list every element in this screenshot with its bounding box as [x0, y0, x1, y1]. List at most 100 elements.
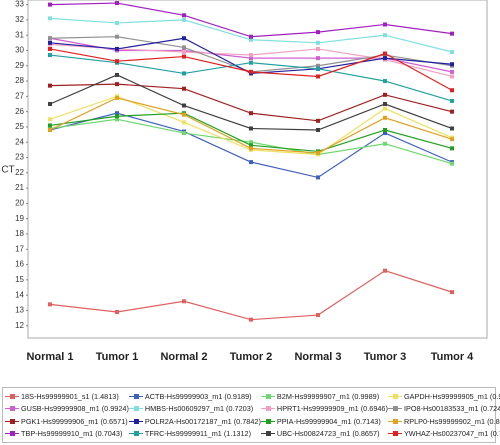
data-point — [115, 34, 119, 39]
y-tick-label: 21 — [15, 183, 24, 192]
data-point — [182, 120, 186, 125]
legend-item: IPO8-Hs00183533_m1 (0.7245) — [387, 404, 500, 414]
data-point — [249, 143, 253, 148]
x-tick-label: Tumor 4 — [430, 351, 474, 363]
data-point — [383, 33, 387, 38]
legend-label: 18S-Hs99999901_s1 (1.4813) — [21, 392, 119, 402]
y-tick-label: 13 — [15, 306, 24, 315]
x-tick-label: Tumor 2 — [229, 351, 273, 363]
legend: 18S-Hs99999901_s1 (1.4813) ACTB-Hs9999990… — [2, 387, 500, 443]
data-point — [249, 160, 253, 165]
legend-label: TFRC-Hs99999911_m1 (1.1312) — [144, 428, 252, 438]
legend-item: GAPDH-Hs99999905_m1 (0.9663) — [387, 392, 500, 402]
y-tick-label: 32 — [15, 15, 24, 24]
legend-label: GUSB-Hs99999908_m1 (0.9924) — [21, 404, 129, 414]
x-tick-label: Normal 2 — [160, 351, 208, 363]
data-point — [182, 86, 186, 91]
data-point — [383, 102, 387, 106]
data-point — [48, 53, 52, 58]
data-point — [249, 60, 253, 65]
y-tick-label: 30 — [15, 46, 24, 55]
legend-marker — [265, 394, 271, 400]
data-point — [249, 53, 253, 58]
y-tick-label: 24 — [15, 137, 24, 146]
legend-label: YWHAZ-Hs00237047_m1 (0.7817) — [403, 428, 500, 438]
data-point — [450, 62, 454, 67]
y-tick-label: 29 — [15, 61, 24, 70]
data-point — [249, 56, 253, 61]
data-point — [249, 140, 253, 145]
data-point — [450, 290, 454, 295]
legend-item: TBP-Hs99999910_m1 (0.7043) — [5, 429, 129, 438]
data-point — [249, 34, 253, 39]
legend-swatch — [387, 393, 402, 400]
legend-item: HPRT1-Hs99999909_m1 (0.6946) — [260, 404, 388, 413]
y-tick-label: 22 — [15, 168, 24, 177]
data-point — [182, 13, 186, 18]
legend-marker — [133, 430, 139, 436]
legend-marker — [392, 406, 398, 412]
legend-swatch — [260, 393, 275, 400]
data-point — [383, 51, 387, 56]
data-point — [48, 2, 52, 7]
legend-marker — [133, 418, 139, 424]
y-tick-label: 28 — [15, 76, 24, 85]
y-tick-label: 26 — [15, 107, 24, 116]
legend-swatch — [260, 418, 275, 425]
legend-label: HMBS-Hs00609297_m1 (0.7203) — [144, 404, 254, 414]
legend-label: IPO8-Hs00183533_m1 (0.7245) — [403, 404, 500, 414]
legend-label: B2M-Hs99999907_m1 (0.9989) — [276, 392, 380, 402]
data-point — [182, 131, 186, 136]
data-point — [316, 30, 320, 35]
legend-item: 18S-Hs99999901_s1 (1.4813) — [5, 392, 129, 401]
legend-swatch — [387, 430, 402, 437]
data-point — [115, 72, 119, 77]
legend-marker — [392, 394, 398, 400]
data-point — [115, 82, 119, 87]
legend-item: RPLP0-Hs99999902_m1 (0.8899) — [387, 417, 500, 426]
legend-swatch — [5, 430, 19, 437]
legend-marker — [10, 418, 15, 424]
data-point — [48, 123, 52, 128]
y-tick-label: 23 — [15, 153, 24, 162]
data-point — [450, 161, 454, 166]
data-point — [115, 310, 119, 314]
data-point — [450, 109, 454, 114]
data-point — [383, 106, 387, 111]
legend-marker — [265, 406, 271, 412]
y-tick-label: 31 — [15, 30, 24, 39]
y-tick-label: 33 — [15, 0, 24, 9]
data-point — [182, 103, 186, 108]
data-point — [316, 63, 320, 68]
legend-label: GAPDH-Hs99999905_m1 (0.9663) — [403, 392, 500, 402]
data-point — [450, 137, 454, 142]
legend-label: TBP-Hs99999910_m1 (0.7043) — [21, 428, 123, 438]
data-point — [316, 118, 320, 123]
data-point — [249, 317, 253, 322]
legend-item: UBC-Hs00824723_m1 (0.8657) — [260, 428, 388, 438]
data-point — [182, 36, 186, 41]
legend-item: PPIA-Hs99999904_m1 (0.7143) — [260, 417, 388, 426]
y-tick-label: 18 — [15, 229, 24, 238]
data-point — [48, 83, 52, 88]
data-point — [48, 16, 52, 21]
legend-marker — [10, 430, 15, 436]
legend-item: YWHAZ-Hs00237047_m1 (0.7817) — [387, 428, 500, 438]
legend-swatch — [128, 430, 143, 437]
legend-swatch — [128, 418, 143, 425]
legend-label: ACTB-Hs99999903_m1 (0.9189) — [144, 392, 252, 402]
legend-item: GUSB-Hs99999908_m1 (0.9924) — [5, 404, 129, 413]
data-point — [316, 46, 320, 51]
data-point — [383, 92, 387, 97]
data-point — [316, 313, 320, 318]
legend-item: HMBS-Hs00609297_m1 (0.7203) — [128, 404, 261, 414]
data-point — [115, 20, 119, 25]
data-point — [383, 131, 387, 136]
legend-marker — [392, 430, 398, 436]
data-point — [115, 111, 119, 116]
data-point — [316, 128, 320, 132]
data-point — [383, 79, 387, 84]
data-point — [182, 17, 186, 22]
legend-label: UBC-Hs00824723_m1 (0.8657) — [276, 428, 380, 438]
data-point — [182, 54, 186, 59]
